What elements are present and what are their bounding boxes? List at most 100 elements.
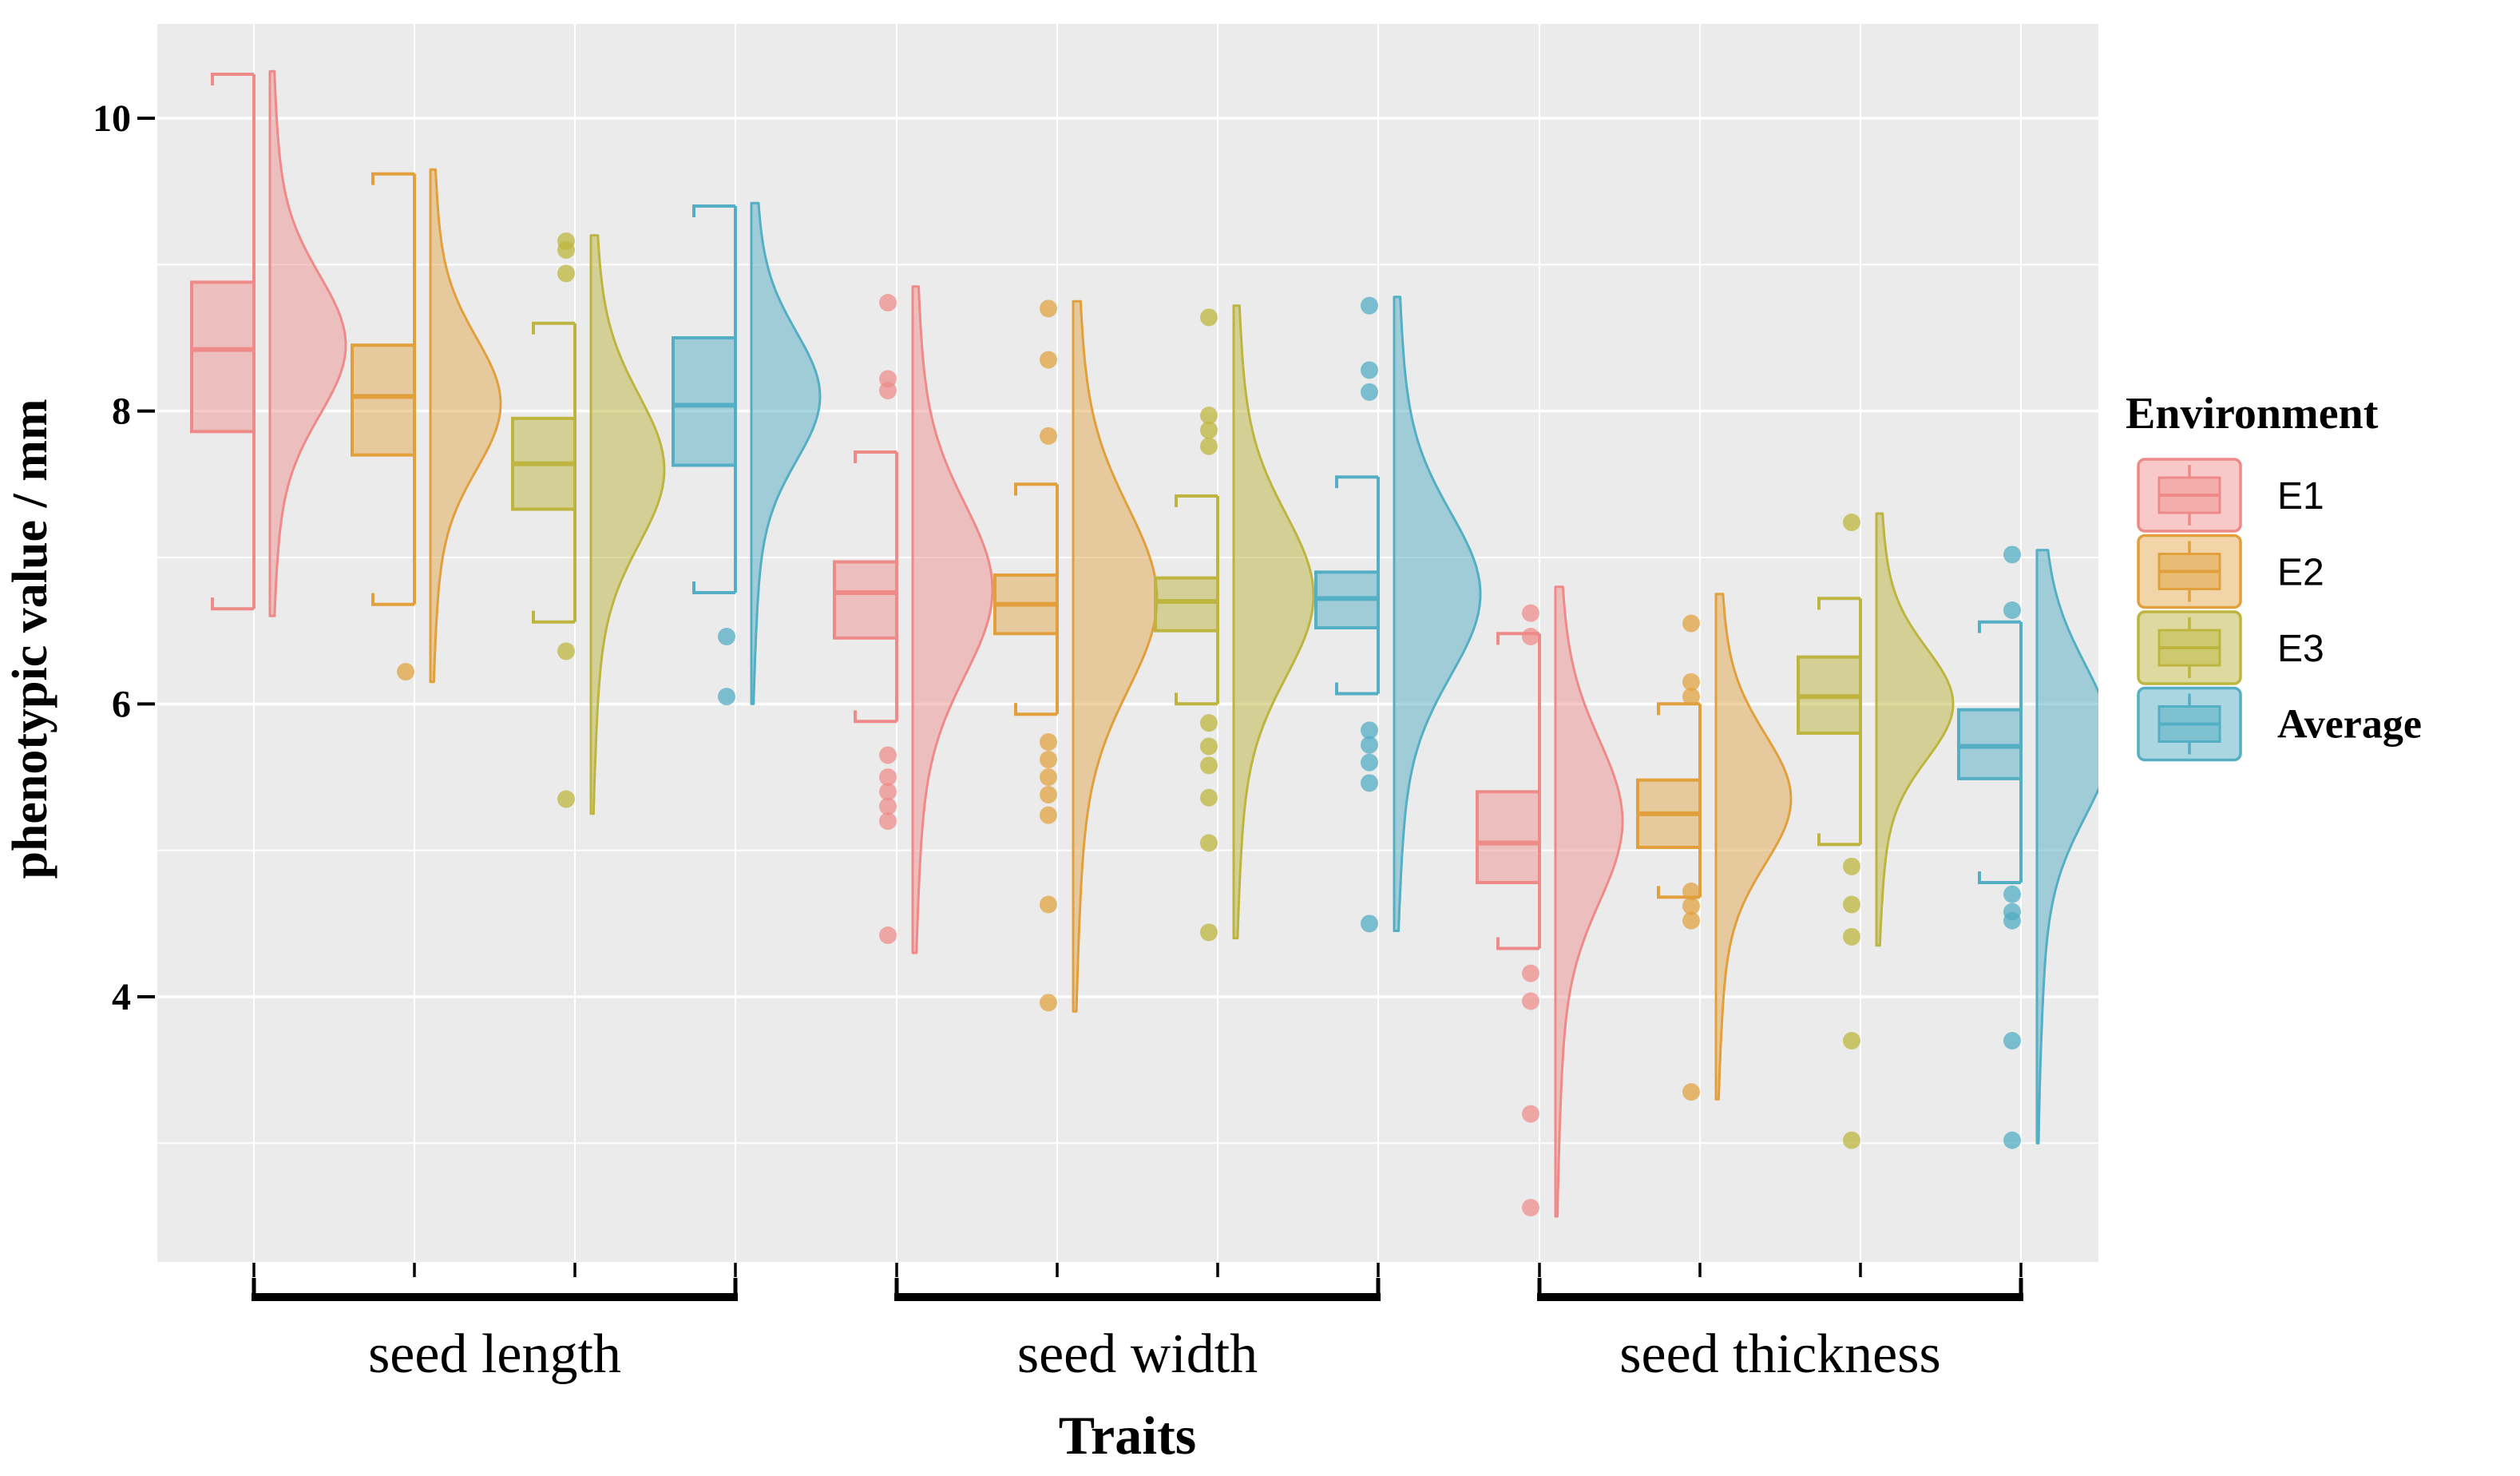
data-point-e1-seed-width xyxy=(879,293,897,311)
data-point-e3-seed-length xyxy=(557,240,575,259)
data-point-e3-seed-thickness xyxy=(1843,895,1860,914)
group-label-seed-length: seed length xyxy=(368,1323,621,1385)
data-point-e3-seed-thickness xyxy=(1843,857,1860,875)
box-e1-seed-length xyxy=(190,280,256,434)
data-point-average-seed-length xyxy=(718,627,735,645)
legend-title: Environment xyxy=(2126,389,2379,438)
whisker-cap-top-average-seed-length xyxy=(692,204,735,217)
data-point-e1-seed-thickness xyxy=(1522,992,1539,1010)
data-point-e2-seed-width xyxy=(1040,895,1057,914)
data-point-e2-seed-width xyxy=(1040,351,1057,369)
whisker-cap-bottom-e1-seed-thickness xyxy=(1496,937,1539,950)
whisker-cap-top-e3-seed-width xyxy=(1175,494,1218,507)
data-point-e2-seed-thickness xyxy=(1682,911,1700,930)
violin-e3-seed-length xyxy=(589,234,666,815)
box-e1-seed-thickness xyxy=(1476,790,1541,885)
whisker-cap-bottom-average-seed-width xyxy=(1335,682,1378,696)
data-point-e3-seed-width xyxy=(1200,756,1218,775)
data-point-e1-seed-thickness xyxy=(1522,604,1539,622)
whisker-cap-bottom-e2-seed-length xyxy=(371,593,414,606)
data-point-e2-seed-thickness xyxy=(1682,673,1700,691)
whisker-cap-bottom-e3-seed-thickness xyxy=(1817,833,1860,847)
data-point-average-seed-thickness xyxy=(2003,601,2021,619)
data-point-average-seed-width xyxy=(1361,774,1378,792)
violin-e2-seed-thickness xyxy=(1714,593,1793,1101)
data-point-e2-seed-thickness xyxy=(1682,614,1700,633)
whisker-cap-bottom-e3-seed-length xyxy=(532,610,575,624)
data-point-e3-seed-width xyxy=(1200,788,1218,807)
data-point-e2-seed-width xyxy=(1040,806,1057,824)
whisker-cap-top-e1-seed-width xyxy=(854,450,897,463)
data-point-e3-seed-length xyxy=(557,642,575,661)
box-e1-seed-width xyxy=(833,560,898,640)
data-point-average-seed-thickness xyxy=(2003,546,2021,564)
data-point-e2-seed-length xyxy=(397,662,414,680)
whisker-cap-top-e1-seed-length xyxy=(211,73,254,86)
data-point-e2-seed-thickness xyxy=(1682,1083,1700,1101)
whisker-cap-top-e3-seed-length xyxy=(532,321,575,335)
violin-e2-seed-length xyxy=(429,168,502,684)
whisker-cap-top-e2-seed-thickness xyxy=(1657,702,1700,716)
data-point-e1-seed-width xyxy=(879,811,897,830)
y-tick-label: 10 xyxy=(93,97,131,140)
whisker-cap-bottom-e3-seed-width xyxy=(1175,692,1218,706)
data-point-average-seed-width xyxy=(1361,296,1378,315)
data-point-e1-seed-thickness xyxy=(1522,1105,1539,1123)
whisker-cap-bottom-average-seed-thickness xyxy=(1978,871,2021,884)
whisker-cap-top-e2-seed-length xyxy=(371,172,414,185)
violin-average-seed-length xyxy=(750,201,822,705)
data-point-average-seed-width xyxy=(1361,383,1378,401)
data-point-e3-seed-width xyxy=(1200,737,1218,756)
legend-key-average xyxy=(2137,686,2242,762)
data-point-e1-seed-width xyxy=(879,768,897,786)
data-point-e3-seed-thickness xyxy=(1843,513,1860,531)
data-point-average-seed-width xyxy=(1361,753,1378,772)
data-point-e2-seed-width xyxy=(1040,750,1057,768)
data-point-e3-seed-thickness xyxy=(1843,1031,1860,1049)
x-axis-title: Traits xyxy=(1059,1405,1197,1466)
legend-entry-label-e3: E3 xyxy=(2277,628,2324,670)
box-average-seed-length xyxy=(672,335,737,467)
data-point-average-seed-thickness xyxy=(2003,911,2021,930)
data-point-e1-seed-width xyxy=(879,797,897,815)
violin-e1-seed-thickness xyxy=(1554,585,1624,1218)
data-point-e3-seed-width xyxy=(1200,308,1218,327)
data-point-e2-seed-thickness xyxy=(1682,688,1700,706)
data-point-e2-seed-width xyxy=(1040,768,1057,786)
data-point-average-seed-thickness xyxy=(2003,1031,2021,1049)
data-point-e2-seed-width xyxy=(1040,785,1057,803)
data-point-e1-seed-width xyxy=(879,746,897,764)
data-point-e2-seed-width xyxy=(1040,427,1057,445)
data-point-e1-seed-thickness xyxy=(1522,1198,1539,1216)
whisker-cap-top-average-seed-thickness xyxy=(1978,620,2021,633)
whisker-cap-top-e2-seed-width xyxy=(1014,482,1057,496)
data-point-e2-seed-thickness xyxy=(1682,882,1700,900)
violin-e1-seed-width xyxy=(911,285,994,954)
data-point-e2-seed-width xyxy=(1040,732,1057,751)
whisker-cap-bottom-e1-seed-length xyxy=(211,597,254,611)
legend-entry-label-average: Average xyxy=(2277,702,2422,748)
data-point-average-seed-width xyxy=(1361,361,1378,379)
data-point-e3-seed-width xyxy=(1200,437,1218,455)
legend-key-e2 xyxy=(2137,534,2242,609)
data-point-average-seed-thickness xyxy=(2003,1131,2021,1149)
legend-entry-label-e2: E2 xyxy=(2277,552,2324,594)
group-label-seed-width: seed width xyxy=(1017,1323,1258,1385)
data-point-e3-seed-width xyxy=(1200,714,1218,732)
data-point-e1-seed-thickness xyxy=(1522,964,1539,982)
data-point-e1-seed-width xyxy=(879,381,897,399)
y-axis-title: phenotypic value / mm xyxy=(3,399,57,879)
data-point-e3-seed-length xyxy=(557,264,575,283)
data-point-e3-seed-length xyxy=(557,790,575,808)
y-tick-label: 4 xyxy=(112,976,131,1018)
data-point-e3-seed-width xyxy=(1200,923,1218,942)
data-point-average-seed-width xyxy=(1361,736,1378,754)
data-point-average-seed-width xyxy=(1361,915,1378,933)
data-point-e3-seed-width xyxy=(1200,834,1218,852)
violin-e1-seed-length xyxy=(268,69,347,617)
data-point-e2-seed-thickness xyxy=(1682,897,1700,915)
data-point-e3-seed-width xyxy=(1200,421,1218,439)
violin-e2-seed-width xyxy=(1072,300,1159,1013)
